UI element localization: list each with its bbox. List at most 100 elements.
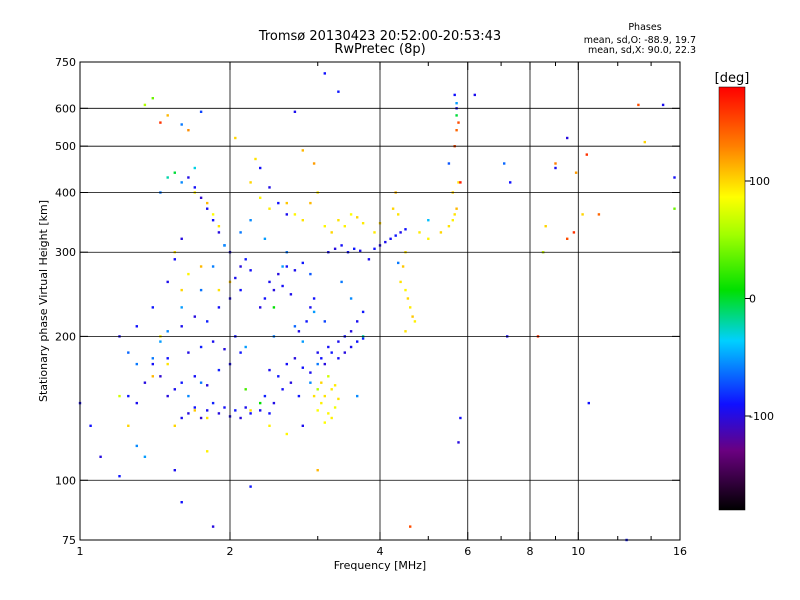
data-point — [349, 297, 353, 300]
data-point — [397, 213, 400, 216]
data-point — [330, 231, 333, 234]
data-point — [99, 455, 102, 458]
data-point — [285, 213, 288, 216]
data-point — [244, 388, 247, 391]
data-point — [173, 469, 176, 472]
x-tick-label: 16 — [673, 545, 687, 558]
data-point — [637, 103, 640, 107]
data-point — [337, 90, 340, 93]
data-point — [455, 114, 458, 117]
data-point — [268, 368, 271, 372]
data-point — [173, 424, 176, 427]
data-point — [356, 320, 359, 323]
data-point — [327, 345, 330, 349]
data-point — [309, 306, 312, 309]
data-point — [554, 162, 557, 165]
data-point — [118, 475, 121, 478]
data-point — [323, 421, 326, 424]
data-point — [643, 140, 646, 144]
data-point — [249, 269, 252, 272]
data-point — [244, 258, 247, 261]
x-tick-label: 4 — [377, 545, 384, 558]
data-point — [323, 394, 326, 398]
data-point — [187, 351, 190, 354]
data-point — [173, 258, 176, 261]
data-point — [254, 157, 257, 161]
data-point — [151, 362, 154, 366]
data-point — [159, 375, 162, 378]
data-point — [394, 234, 397, 237]
y-axis-ticks: 75 100 200 300 400 500 600 750 — [55, 56, 680, 547]
data-point — [413, 320, 417, 323]
data-point — [180, 237, 183, 240]
data-point — [312, 162, 316, 165]
data-point — [337, 357, 340, 360]
data-point — [457, 181, 460, 184]
data-point — [166, 280, 169, 284]
y-tick-label: 500 — [55, 140, 76, 153]
data-point — [316, 409, 319, 412]
data-point — [272, 306, 276, 309]
data-point — [259, 306, 262, 309]
data-point — [391, 207, 395, 210]
chart-title: Tromsø 20130423 20:52:00-20:53:43 — [258, 29, 501, 44]
data-point — [211, 213, 215, 216]
colorbar-ticks: 100 0 -100 — [745, 175, 774, 423]
data-point — [301, 424, 304, 427]
data-point — [259, 196, 262, 199]
data-point — [312, 310, 316, 314]
data-point — [249, 181, 252, 184]
data-point — [309, 371, 312, 374]
data-point — [199, 196, 203, 199]
data-point — [263, 297, 267, 300]
data-point — [459, 416, 462, 420]
data-point — [217, 306, 221, 309]
data-point — [180, 123, 183, 126]
data-point — [367, 258, 371, 261]
data-point — [223, 406, 226, 409]
x-tick-label: 1 — [77, 545, 84, 558]
data-point — [451, 219, 454, 222]
data-point — [199, 416, 203, 420]
data-point — [135, 325, 138, 328]
data-point — [673, 207, 676, 210]
colorbar-label: [deg] — [715, 71, 750, 86]
data-point — [404, 288, 407, 292]
data-point — [356, 340, 359, 343]
data-point — [581, 213, 584, 216]
data-point — [349, 330, 353, 333]
data-point — [268, 412, 271, 415]
data-point — [312, 394, 316, 398]
y-tick-label: 200 — [55, 330, 76, 343]
data-point — [459, 181, 462, 184]
data-point — [127, 424, 130, 427]
data-point — [127, 394, 130, 398]
data-point — [404, 330, 407, 333]
data-point — [173, 171, 176, 174]
data-point — [455, 129, 458, 132]
data-point — [193, 166, 196, 170]
data-point — [349, 345, 353, 349]
data-point — [217, 412, 221, 415]
data-point — [356, 394, 359, 398]
data-point — [447, 225, 451, 228]
data-point — [309, 381, 312, 384]
data-point — [199, 288, 203, 292]
data-point — [127, 351, 130, 354]
data-point — [597, 213, 601, 216]
data-point — [361, 337, 365, 340]
data-point — [323, 225, 326, 228]
colorbar — [718, 86, 746, 511]
data-point — [249, 485, 252, 488]
data-point — [193, 315, 196, 318]
data-point — [268, 207, 271, 210]
data-point — [268, 280, 271, 284]
data-point — [166, 176, 169, 179]
data-point — [409, 525, 412, 528]
data-point — [193, 375, 196, 378]
data-point — [159, 121, 162, 124]
data-point — [330, 351, 333, 354]
data-point — [337, 219, 340, 222]
x-tick-label: 8 — [527, 545, 534, 558]
x-axis-label: Frequency [MHz] — [334, 559, 426, 572]
